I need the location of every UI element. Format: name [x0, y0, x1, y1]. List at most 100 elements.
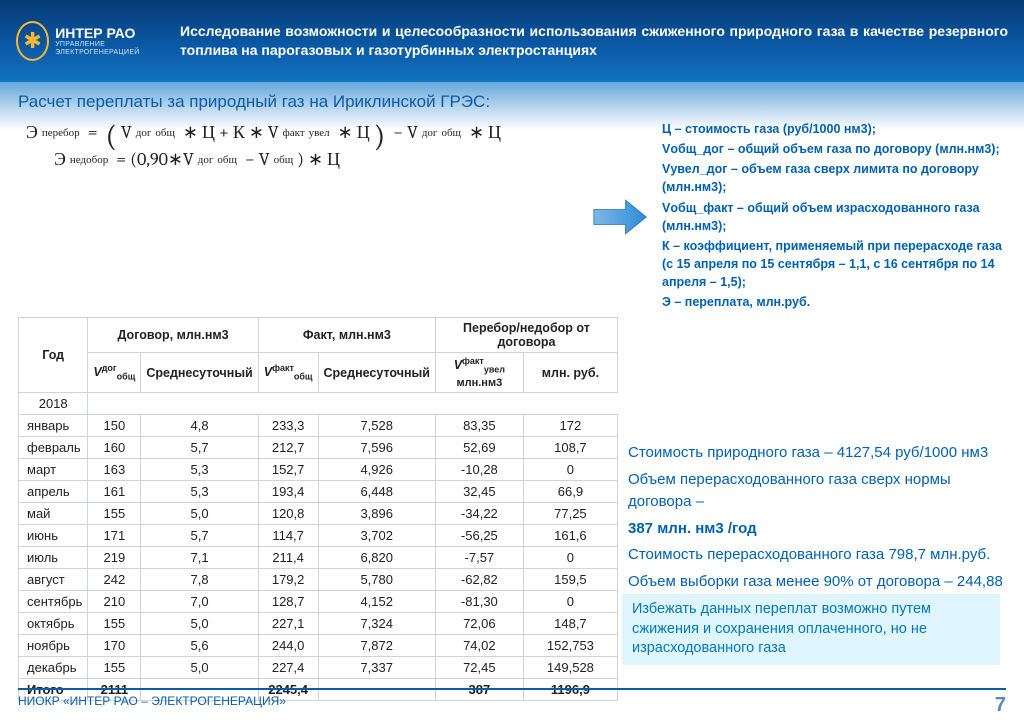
cell: 148,7 [523, 612, 617, 634]
cell: 161,6 [523, 524, 617, 546]
cell: 77,25 [523, 502, 617, 524]
summary-line: 387 млн. нм3 /год [628, 518, 1006, 541]
footer: НИОКР «ИНТЕР РАО – ЭЛЕКТРОГЕНЕРАЦИЯ» 7 [18, 688, 1006, 717]
th-vdog: Vдогобщ [88, 353, 141, 393]
cell: 72,45 [435, 656, 523, 678]
cell: 161 [88, 480, 141, 502]
cell: 152,7 [258, 458, 318, 480]
cell: 172 [523, 414, 617, 436]
th-mln: млн. руб. [523, 353, 617, 393]
cell: 52,69 [435, 436, 523, 458]
cell: 155 [88, 502, 141, 524]
cell: 5,3 [141, 480, 258, 502]
cell: 108,7 [523, 436, 617, 458]
cell-month: август [19, 568, 88, 590]
section-title: Расчет переплаты за природный газ на Ири… [18, 92, 1006, 112]
cell: 159,5 [523, 568, 617, 590]
table-body: январь1504,8233,37,52883,35172февраль160… [19, 414, 618, 700]
th-avg2: Среднесуточный [318, 353, 435, 393]
legend-line: Vобщ_дог – общий объем газа по договору … [662, 140, 1006, 158]
table-row: октябрь1555,0227,17,32472,06148,7 [19, 612, 618, 634]
cell: 66,9 [523, 480, 617, 502]
formula-row: Эперебор = (Vдогобщ ∗ Ц + К ∗ Vфактувел … [18, 120, 1006, 313]
cell: 5,0 [141, 612, 258, 634]
cell: 7,8 [141, 568, 258, 590]
cell: 0 [523, 458, 617, 480]
cell: 3,896 [318, 502, 435, 524]
cell: -81,30 [435, 590, 523, 612]
cell: 5,780 [318, 568, 435, 590]
cell: 227,4 [258, 656, 318, 678]
cell: 7,1 [141, 546, 258, 568]
cell: 5,6 [141, 634, 258, 656]
cell-month: январь [19, 414, 88, 436]
table-head-row: Год Договор, млн.нм3 Факт, млн.нм3 Переб… [19, 318, 618, 353]
cell-month: февраль [19, 436, 88, 458]
cell: 7,528 [318, 414, 435, 436]
cell: -34,22 [435, 502, 523, 524]
footer-text: НИОКР «ИНТЕР РАО – ЭЛЕКТРОГЕНЕРАЦИЯ» [18, 694, 286, 717]
table-row: июль2197,1211,46,820-7,570 [19, 546, 618, 568]
cell: 32,45 [435, 480, 523, 502]
cell: -56,25 [435, 524, 523, 546]
cell: 4,8 [141, 414, 258, 436]
cell-month: апрель [19, 480, 88, 502]
cell: 7,324 [318, 612, 435, 634]
formulas: Эперебор = (Vдогобщ ∗ Ц + К ∗ Vфактувел … [18, 120, 578, 176]
cell: 5,3 [141, 458, 258, 480]
th-diff: Перебор/недобор от договора [435, 318, 617, 353]
cell: 5,7 [141, 436, 258, 458]
cell: 5,0 [141, 502, 258, 524]
cell: 72,06 [435, 612, 523, 634]
table-head-row: Vдогобщ Среднесуточный Vфактобщ Среднесу… [19, 353, 618, 393]
cell: 211,4 [258, 546, 318, 568]
cell: 114,7 [258, 524, 318, 546]
highlight-box: Избежать данных переплат возможно путем … [622, 594, 1000, 665]
cell: 4,152 [318, 590, 435, 612]
cell: 7,596 [318, 436, 435, 458]
table-row: февраль1605,7212,77,59652,69108,7 [19, 436, 618, 458]
legend-line: Vобщ_факт – общий объем израсходованного… [662, 199, 1006, 235]
cell: 179,2 [258, 568, 318, 590]
cell: -62,82 [435, 568, 523, 590]
cell: 244,0 [258, 634, 318, 656]
table-row: ноябрь1705,6244,07,87274,02152,753 [19, 634, 618, 656]
cell: 219 [88, 546, 141, 568]
table-row: сентябрь2107,0128,74,152-81,300 [19, 590, 618, 612]
slide: ✱ ИНТЕР РАО УПРАВЛЕНИЕ ЭЛЕКТРОГЕНЕРАЦИЕЙ… [0, 0, 1024, 723]
cell: 242 [88, 568, 141, 590]
cell: 6,820 [318, 546, 435, 568]
th-vfact: Vфактобщ [258, 353, 318, 393]
arrow-icon [592, 197, 648, 237]
table-head-row: 2018 [19, 392, 618, 414]
cell: 171 [88, 524, 141, 546]
cell: 120,8 [258, 502, 318, 524]
summary-line: Объем перерасходованного газа сверх норм… [628, 469, 1006, 514]
cell: 212,7 [258, 436, 318, 458]
data-table: Год Договор, млн.нм3 Факт, млн.нм3 Переб… [18, 317, 618, 701]
formula-2: Энедобор = (0,90∗Vдогобщ − Vобщ) ∗ Ц [54, 149, 578, 170]
cell: -7,57 [435, 546, 523, 568]
cell: 149,528 [523, 656, 617, 678]
summary-line: Стоимость природного газа – 4127,54 руб/… [628, 442, 1006, 465]
cell: 150 [88, 414, 141, 436]
legend-line: Vувел_дог – объем газа сверх лимита по д… [662, 160, 1006, 196]
legend-line: Ц – стоимость газа (руб/1000 нм3); [662, 120, 1006, 138]
cell: 193,4 [258, 480, 318, 502]
cell-month: октябрь [19, 612, 88, 634]
cell-month: сентябрь [19, 590, 88, 612]
cell: 227,1 [258, 612, 318, 634]
cell: 7,872 [318, 634, 435, 656]
cell: 155 [88, 656, 141, 678]
cell: 6,448 [318, 480, 435, 502]
page-number: 7 [995, 694, 1006, 717]
table-row: август2427,8179,25,780-62,82159,5 [19, 568, 618, 590]
legend-line: К – коэффициент, применяемый при перерас… [662, 237, 1006, 291]
table-row: январь1504,8233,37,52883,35172 [19, 414, 618, 436]
th-vuvel: Vфактувелмлн.нм3 [435, 353, 523, 393]
th-contract: Договор, млн.нм3 [88, 318, 258, 353]
th-fact: Факт, млн.нм3 [258, 318, 435, 353]
cell-month: июнь [19, 524, 88, 546]
cell: 170 [88, 634, 141, 656]
formula-1: Эперебор = (Vдогобщ ∗ Ц + К ∗ Vфактувел … [26, 122, 578, 143]
